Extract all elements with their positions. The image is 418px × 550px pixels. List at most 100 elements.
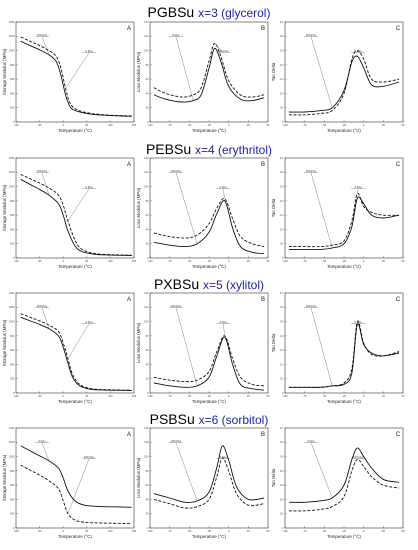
y-tick-label: 1200 — [9, 170, 15, 174]
y-tick-label: 1000 — [9, 48, 15, 52]
y-tick-label: 400 — [10, 497, 15, 501]
annotation-label: 100 kGy — [171, 169, 182, 173]
annotation-leader-line — [310, 307, 333, 386]
y-tick-label: 0 — [13, 120, 15, 124]
y-tick-label: 400 — [10, 91, 15, 95]
annotation-label: 0 kGy — [355, 185, 363, 189]
x-tick-label: 50 — [402, 529, 405, 533]
x-axis-label: Temperature (°C) — [327, 128, 361, 133]
annotation-leader-line — [214, 43, 224, 53]
x-tick-label: 0 — [228, 529, 230, 533]
y-tick-label: 120 — [144, 305, 149, 309]
annotation-label: 100 kGy — [37, 169, 48, 173]
x-tick-label: 0 — [62, 123, 64, 127]
x-tick-label: -50 — [38, 529, 42, 533]
annotation-leader-line — [41, 442, 50, 461]
solid-series-line — [288, 447, 400, 503]
x-axis-label: Temperature (°C) — [192, 128, 226, 133]
y-tick-label: 800 — [10, 334, 15, 338]
x-tick-label: 0 — [228, 394, 230, 398]
y-tick-label: 1200 — [9, 34, 15, 38]
y-axis-label: Tan Delta — [271, 468, 276, 487]
annotation-label: 100 kGy — [306, 304, 317, 308]
y-tick-label: 20 — [146, 512, 149, 516]
dashed-series-line — [153, 197, 265, 248]
panel-letter: C — [396, 26, 401, 32]
plot-frame — [284, 292, 404, 394]
annotation-label: 100 kGy — [84, 455, 95, 459]
x-tick-label: -75 — [168, 123, 172, 127]
y-tick-label: 600 — [10, 348, 15, 352]
annotation-leader-line — [41, 307, 50, 329]
x-tick-label: 150 — [132, 529, 137, 533]
annotation-label: 100 kGy — [218, 49, 229, 53]
y-tick-label: 1400 — [9, 426, 15, 430]
y-tick-label: 0.2 — [280, 227, 284, 231]
x-tick-label: -75 — [303, 123, 307, 127]
x-tick-label: 50 — [85, 529, 88, 533]
x-tick-label: -100 — [13, 394, 19, 398]
dashed-series-line — [20, 174, 132, 256]
x-axis-label: Temperature (°C) — [58, 264, 92, 269]
dashed-series-line — [288, 193, 400, 248]
panel-letter: A — [127, 162, 131, 168]
annotation-leader-line — [175, 172, 198, 244]
x-tick-label: -25 — [207, 123, 211, 127]
annotation-label: 0 kGy — [86, 320, 94, 324]
y-tick-label: 0.5 — [280, 48, 284, 52]
x-tick-label: -25 — [342, 394, 346, 398]
x-tick-label: 100 — [108, 529, 113, 533]
panel-2-a: -100 -50 0 50 100 150 0 200 400 600 800 1000 1200 140… — [2, 291, 137, 404]
x-tick-label: -100 — [282, 529, 288, 533]
polyol-label: x=5 (xylitol) — [203, 278, 265, 292]
y-tick-label: 40 — [146, 91, 149, 95]
y-tick-label: 800 — [10, 469, 15, 473]
x-tick-label: 25 — [382, 123, 385, 127]
solid-series-line — [20, 40, 132, 117]
x-tick-label: -50 — [322, 123, 326, 127]
x-tick-label: 0 — [62, 394, 64, 398]
panel-0-c: -100 -75 -50 -25 0 25 50 0 0.1 0.2 0.3 0.4 0.5 0.6 0.7… — [271, 20, 405, 133]
x-tick-label: 0 — [363, 259, 365, 263]
y-tick-label: 1400 — [9, 291, 15, 295]
x-tick-label: 150 — [132, 259, 137, 263]
x-tick-label: -100 — [282, 394, 288, 398]
x-axis-label: Temperature (°C) — [327, 399, 361, 404]
x-tick-label: 50 — [402, 394, 405, 398]
x-tick-label: -50 — [322, 394, 326, 398]
panel-1-c: -100 -75 -50 -25 0 25 50 0 0.1 0.2 0.3 0.4 0.5 0.6 0.7… — [271, 156, 405, 269]
y-tick-label: 20 — [146, 377, 149, 381]
annotation-leader-line — [175, 307, 198, 386]
x-tick-label: -100 — [13, 529, 19, 533]
y-tick-label: 40 — [146, 497, 149, 501]
x-tick-label: 25 — [382, 259, 385, 263]
y-tick-label: 0.7 — [280, 291, 284, 295]
y-axis-label: Loss Modulus (MPa) — [136, 322, 141, 363]
x-tick-label: -50 — [187, 259, 191, 263]
solid-series-line — [288, 55, 400, 113]
x-tick-label: 0 — [62, 259, 64, 263]
annotation-label: 0 kGy — [220, 185, 228, 189]
row-title-psbsu: PSBSu x=6 (sorbitol) — [0, 411, 418, 428]
y-tick-label: 0 — [282, 120, 284, 124]
annotation-leader-line — [310, 172, 333, 249]
annotation-label: 100 kGy — [353, 455, 364, 459]
solid-series-line — [153, 200, 265, 255]
y-tick-label: 400 — [10, 227, 15, 231]
annotation-leader-line — [357, 321, 359, 324]
plot-frame — [284, 427, 404, 529]
dashed-series-line — [153, 335, 265, 387]
plot-frame — [284, 21, 404, 123]
polymer-name: PXBSu — [153, 276, 200, 292]
y-tick-label: 0 — [13, 391, 15, 395]
panel-1-a: -100 -50 0 50 100 150 0 200 400 600 800 1000 1200 140… — [2, 156, 137, 269]
x-tick-label: -50 — [322, 259, 326, 263]
y-tick-label: 120 — [144, 34, 149, 38]
plot-frame — [15, 427, 135, 529]
x-tick-label: -100 — [147, 394, 153, 398]
x-tick-label: -75 — [168, 394, 172, 398]
y-tick-label: 0.6 — [280, 440, 284, 444]
x-axis-label: Temperature (°C) — [58, 534, 92, 539]
y-tick-label: 0.1 — [280, 106, 284, 110]
y-tick-label: 800 — [10, 63, 15, 67]
